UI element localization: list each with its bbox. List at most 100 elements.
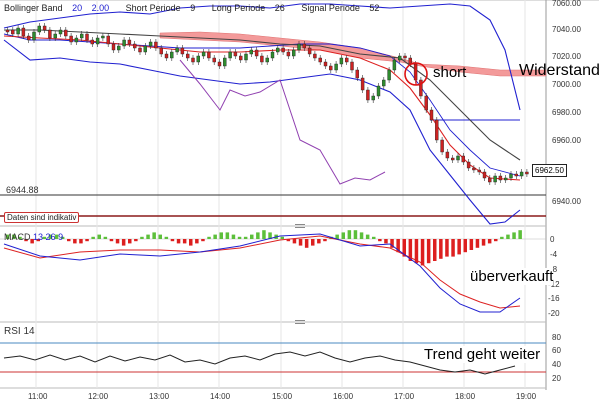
macd-histogram-bar (420, 239, 425, 266)
candle (90, 39, 95, 45)
macd-histogram-bar (359, 232, 364, 239)
time-tick: 18:00 (455, 392, 476, 401)
candle (376, 85, 381, 97)
candle (435, 119, 439, 141)
macd-histogram-bar (317, 239, 321, 244)
macd-histogram-bar (152, 232, 156, 239)
candle (233, 51, 238, 57)
candle (281, 47, 285, 53)
macd-histogram-bar (195, 239, 199, 244)
candle (355, 69, 359, 79)
candle (318, 57, 322, 63)
candle (122, 39, 126, 47)
price-tick: 6980.00 (552, 108, 581, 117)
macd-line-blue (3, 233, 521, 313)
macd-histogram-bar (134, 239, 138, 242)
candle (74, 37, 79, 43)
pane-resize-handle[interactable] (295, 224, 305, 228)
macd-histogram-bar (500, 236, 504, 239)
candle (37, 25, 41, 33)
candle (132, 43, 137, 49)
macd-histogram-bar (250, 234, 254, 239)
macd-histogram-bar (506, 234, 510, 239)
rsi-line (3, 351, 516, 375)
price-tick: 7060.00 (552, 0, 581, 8)
candle (11, 29, 15, 35)
candle (148, 41, 153, 47)
macd-histogram-bar (372, 236, 376, 239)
candle (207, 51, 211, 59)
macd-histogram-bar (298, 239, 303, 246)
macd-histogram-bar (365, 234, 370, 239)
annotation-short: short (433, 64, 467, 81)
candle (69, 35, 73, 43)
candle (371, 95, 375, 101)
rsi-tick: 40 (552, 360, 561, 369)
candle-series (5, 23, 529, 185)
candle (143, 45, 148, 53)
candle (127, 39, 132, 45)
macd-histogram-bar (146, 234, 150, 239)
bollinger-label: Bollinger Band 20 2.00 (4, 3, 110, 13)
macd-histogram-bar (262, 230, 266, 239)
macd-histogram-bar (323, 239, 327, 242)
candle (429, 109, 434, 121)
macd-histogram-bar (378, 239, 382, 242)
candle (514, 173, 518, 177)
macd-histogram-bar (445, 239, 449, 257)
bollinger-mid (3, 33, 521, 177)
candle (456, 155, 460, 161)
macd-histogram-bar (487, 239, 492, 244)
macd-histogram-bar (463, 239, 467, 253)
candle (424, 95, 428, 111)
macd-histogram-bar (30, 239, 34, 244)
candle (292, 49, 296, 57)
macd-histogram-bar (231, 234, 236, 239)
macd-histogram-bar (335, 234, 339, 239)
macd-histogram-bar (48, 234, 53, 239)
candle (117, 45, 121, 51)
macd-histogram-bar (182, 239, 187, 244)
candle (302, 43, 306, 49)
candle (493, 175, 497, 183)
macd-histogram-bar (36, 239, 40, 242)
pane-resize-handle[interactable] (295, 320, 305, 324)
candle (106, 35, 110, 45)
candle (223, 57, 227, 67)
macd-histogram-bar (12, 234, 16, 239)
price-level-label: 6944.88 (6, 185, 39, 195)
macd-histogram-bar (176, 239, 181, 244)
macd-histogram-bar (79, 239, 83, 244)
macd-histogram-bar (353, 230, 358, 239)
candle (270, 51, 275, 59)
candle (451, 157, 455, 161)
macd-histogram (6, 230, 522, 266)
bollinger-upper (3, 3, 521, 111)
indicative-data-notice: Daten sind indikativ (4, 212, 80, 223)
macd-histogram-bar (457, 239, 461, 255)
candle (5, 29, 10, 33)
candle (95, 37, 100, 45)
ichimoku-cloud (159, 31, 547, 77)
candle (276, 47, 280, 53)
candle (175, 47, 179, 53)
candle (504, 177, 508, 181)
macd-histogram-bar (408, 239, 413, 261)
long-period-line (4, 29, 521, 161)
price-tick: 6940.00 (552, 197, 581, 206)
candle (339, 57, 344, 65)
current-price-tag: 6962.50 (532, 164, 567, 177)
macd-header: MACD 13 26 9 (4, 232, 64, 242)
macd-histogram-bar (512, 232, 516, 239)
macd-histogram-bar (433, 239, 437, 261)
macd-histogram-bar (384, 239, 388, 244)
macd-histogram-bar (292, 239, 297, 244)
price-tick: 7000.00 (552, 80, 581, 89)
candle (244, 53, 248, 61)
macd-histogram-bar (494, 239, 498, 242)
rsi-header: RSI 14 (4, 326, 35, 337)
time-tick: 15:00 (272, 392, 293, 401)
macd-tick: -20 (548, 309, 560, 318)
macd-histogram-bar (115, 239, 120, 244)
